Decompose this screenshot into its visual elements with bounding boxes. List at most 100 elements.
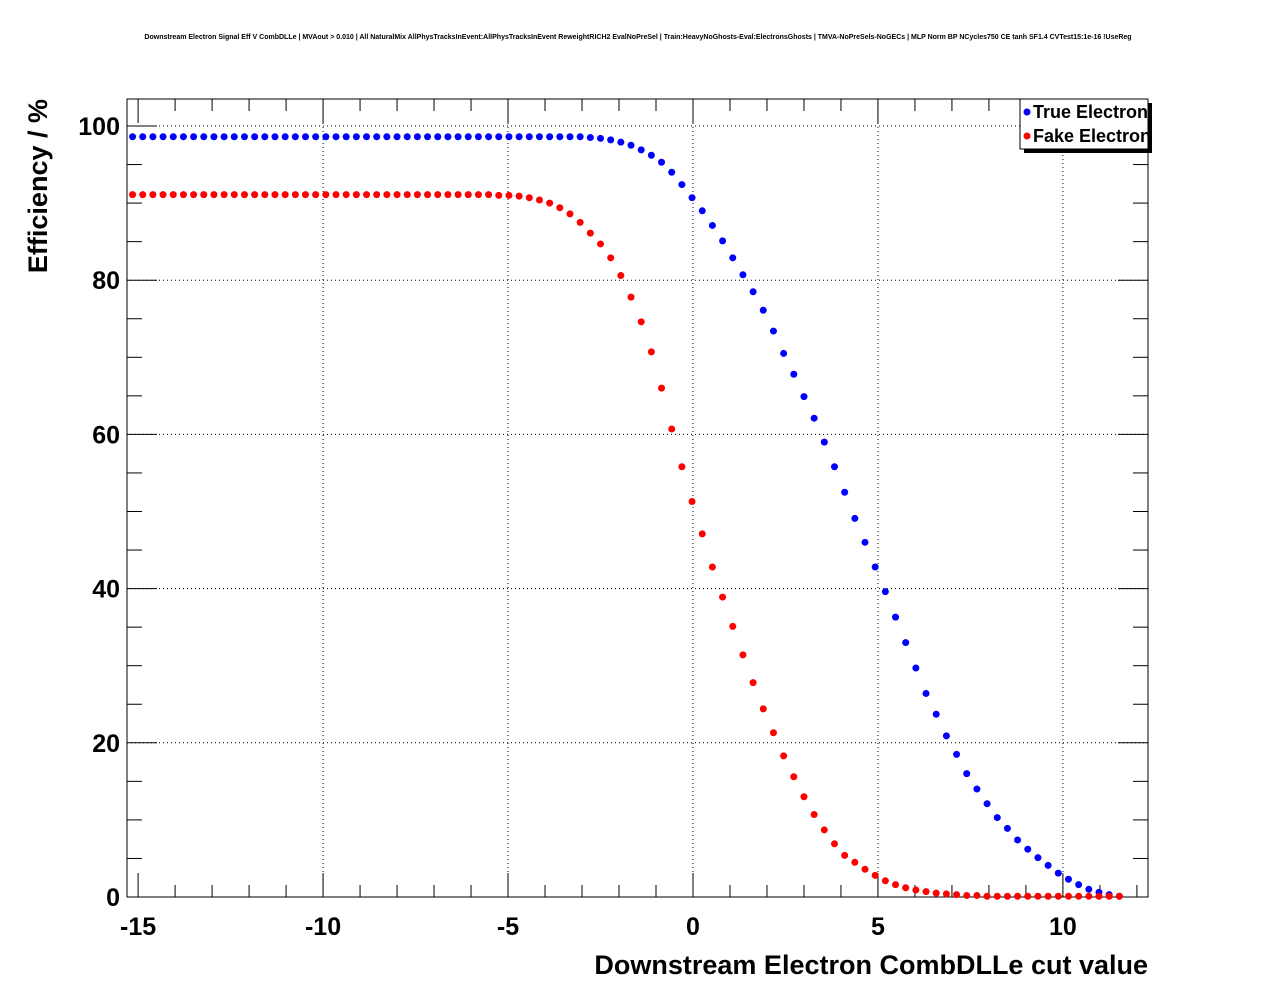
data-point bbox=[892, 881, 900, 889]
data-point bbox=[973, 891, 981, 899]
data-point bbox=[1115, 892, 1123, 900]
data-point bbox=[1024, 892, 1032, 900]
data-point bbox=[169, 191, 177, 199]
data-point bbox=[301, 133, 309, 141]
data-point bbox=[291, 133, 299, 141]
data-point bbox=[902, 639, 910, 647]
data-point bbox=[129, 191, 137, 199]
data-point bbox=[322, 191, 330, 199]
data-point bbox=[373, 191, 381, 199]
data-point bbox=[932, 889, 940, 897]
data-point bbox=[139, 191, 147, 199]
legend-marker-true-electron bbox=[1023, 108, 1031, 116]
x-tick-label: -15 bbox=[120, 913, 156, 941]
data-point bbox=[942, 890, 950, 898]
x-axis-title: Downstream Electron CombDLLe cut value bbox=[594, 950, 1148, 980]
data-point bbox=[546, 133, 554, 141]
data-point bbox=[576, 133, 584, 141]
data-point bbox=[1075, 881, 1083, 889]
data-point bbox=[474, 133, 482, 141]
data-point bbox=[627, 293, 635, 301]
data-point bbox=[1054, 892, 1062, 900]
data-point bbox=[352, 191, 360, 199]
data-point bbox=[810, 811, 818, 819]
data-point bbox=[668, 425, 676, 433]
data-point bbox=[322, 133, 330, 141]
data-point bbox=[403, 191, 411, 199]
data-point bbox=[301, 191, 309, 199]
data-point bbox=[149, 133, 157, 141]
data-point bbox=[291, 191, 299, 199]
data-point bbox=[495, 133, 503, 141]
y-tick-label: 80 bbox=[92, 267, 120, 295]
data-point bbox=[271, 133, 279, 141]
data-point bbox=[332, 191, 340, 199]
y-tick-label: 100 bbox=[78, 113, 120, 141]
data-point bbox=[485, 133, 493, 141]
data-point bbox=[1034, 854, 1042, 862]
plot-frame bbox=[126, 98, 1149, 898]
legend-label-fake-electron: Fake Electron bbox=[1033, 126, 1151, 146]
data-point bbox=[312, 133, 320, 141]
data-point bbox=[139, 133, 147, 141]
data-point bbox=[210, 191, 218, 199]
data-point bbox=[647, 151, 655, 159]
data-point bbox=[983, 800, 991, 808]
chart-title: Downstream Electron Signal Eff V CombDLL… bbox=[144, 34, 1132, 41]
data-point bbox=[1054, 869, 1062, 877]
data-point bbox=[637, 318, 645, 326]
data-point bbox=[1044, 861, 1052, 869]
data-point bbox=[535, 196, 543, 204]
data-point bbox=[1003, 892, 1011, 900]
data-point bbox=[769, 327, 777, 335]
data-point bbox=[759, 306, 767, 314]
data-point bbox=[617, 138, 625, 146]
data-point bbox=[210, 133, 218, 141]
data-point bbox=[566, 210, 574, 218]
data-point bbox=[556, 204, 564, 212]
data-point bbox=[230, 191, 238, 199]
data-point bbox=[546, 199, 554, 207]
x-tick-label: 0 bbox=[686, 913, 700, 941]
data-point bbox=[393, 191, 401, 199]
data-point bbox=[963, 770, 971, 778]
data-point bbox=[424, 133, 432, 141]
y-axis-title: Efficiency / % bbox=[23, 99, 53, 273]
data-point bbox=[922, 689, 930, 697]
data-point bbox=[942, 732, 950, 740]
data-point bbox=[688, 497, 696, 505]
data-point bbox=[190, 133, 198, 141]
data-point bbox=[1003, 824, 1011, 832]
data-point bbox=[668, 168, 676, 176]
data-point bbox=[393, 133, 401, 141]
data-point bbox=[352, 133, 360, 141]
data-point bbox=[749, 288, 757, 296]
x-tick-labels: -15 -10 -5 0 5 10 bbox=[120, 913, 1077, 941]
data-point bbox=[810, 414, 818, 422]
data-point bbox=[261, 191, 269, 199]
data-point bbox=[658, 158, 666, 166]
points-layer bbox=[129, 133, 1123, 900]
series-true-electron bbox=[129, 133, 1123, 900]
x-tick-label: -5 bbox=[497, 913, 519, 941]
data-point bbox=[983, 892, 991, 900]
data-point bbox=[424, 191, 432, 199]
data-point bbox=[159, 191, 167, 199]
data-point bbox=[515, 192, 523, 200]
data-point bbox=[647, 348, 655, 356]
data-point bbox=[993, 892, 1001, 900]
data-point bbox=[851, 858, 859, 866]
data-point bbox=[261, 133, 269, 141]
data-point bbox=[179, 191, 187, 199]
y-tick-label: 0 bbox=[106, 884, 120, 912]
data-point bbox=[200, 133, 208, 141]
data-point bbox=[790, 773, 798, 781]
data-point bbox=[597, 240, 605, 248]
data-point bbox=[190, 191, 198, 199]
data-point bbox=[688, 194, 696, 202]
data-point bbox=[1105, 892, 1113, 900]
data-point bbox=[973, 785, 981, 793]
data-point bbox=[485, 191, 493, 199]
data-point bbox=[363, 191, 371, 199]
data-point bbox=[251, 133, 259, 141]
